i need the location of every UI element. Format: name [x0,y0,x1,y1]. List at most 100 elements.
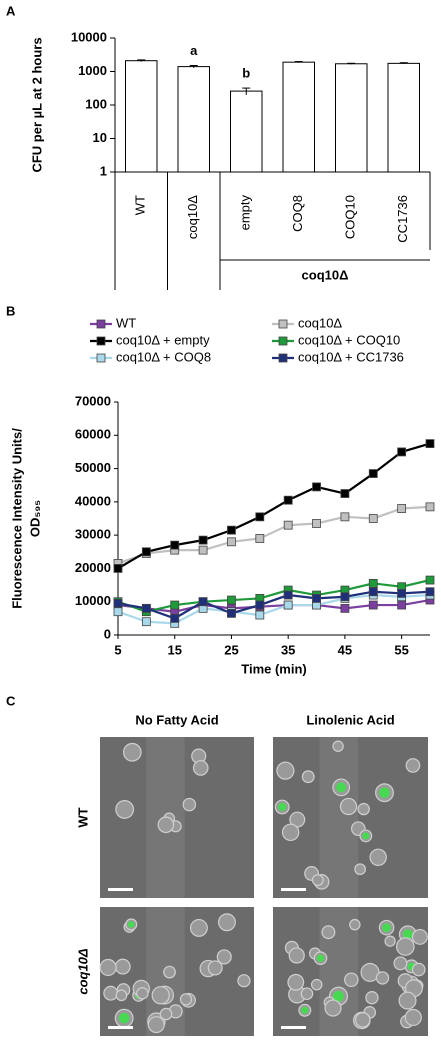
x-tick-label: 45 [338,642,352,657]
cell [405,758,421,773]
point [340,592,350,602]
cell [122,742,142,762]
panel-label: C [6,693,16,708]
cell [332,740,344,752]
cell [163,965,176,979]
cell [310,978,323,991]
row-label: coq10Δ [75,948,90,995]
y-tick-label: 40000 [75,493,111,508]
point [340,512,350,522]
point [425,587,435,597]
cell [411,962,426,977]
cell [192,760,209,776]
cell [393,956,408,971]
y-tick-label: 1000 [78,63,107,78]
bar [282,61,315,173]
cell [411,928,428,945]
scale-bar [281,888,306,891]
scale-bar [281,1026,306,1029]
series-line [117,598,431,613]
x-tick-label: 35 [281,642,295,657]
fluorescent-cell [127,921,135,928]
x-tick-label: 5 [114,642,121,657]
point [425,502,435,512]
point [113,607,123,617]
fluorescent-cell [316,954,325,962]
annotation: a [190,43,198,58]
point [312,519,321,528]
cell [281,823,300,842]
cell [276,761,295,780]
x-tick-label: WT [133,195,148,215]
point [255,610,265,620]
y-tick-label: 70000 [75,393,111,408]
point [312,593,321,603]
cell [136,987,149,1000]
y-tick-label: 100 [85,96,107,111]
x-tick-label: 25 [224,642,238,657]
column-title: Linolenic Acid [306,712,394,727]
cell [151,986,170,1005]
bar [125,60,158,173]
fluorescent-cell [336,782,347,793]
legend-marker [278,336,288,346]
legend-marker [278,353,288,363]
x-tick-label: 55 [394,642,408,657]
legend-marker [96,319,106,329]
x-tick-label: coq10Δ [185,195,200,239]
cell [365,991,379,1005]
y-tick-label: 30000 [75,527,111,542]
point [397,588,407,598]
fluorescent-cell [301,1006,309,1014]
bar [230,90,263,173]
point [397,504,407,513]
point [283,600,293,610]
fluorescent-cell [402,929,413,940]
cell [237,974,251,988]
fluorescent-cell [278,802,287,812]
y-tick-label: 0 [104,626,111,641]
cell [300,987,314,1001]
point [170,600,180,610]
cell [311,874,324,886]
cell [99,958,117,977]
x-tick-label: CC1736 [395,195,410,243]
cell [354,863,366,876]
point [198,597,208,607]
point [368,587,378,597]
point [425,575,435,585]
point [227,608,236,618]
point [368,600,378,610]
bar [387,62,420,173]
fluorescent-cell [118,1012,130,1024]
point [368,514,378,523]
x-tick-label: COQ10 [343,195,358,239]
point [425,439,435,449]
point [283,495,293,505]
y-axis-label: Fluorescence Intensity Units/ [9,428,24,609]
cell [114,958,131,975]
legend-label: coq10Δ + COQ8 [116,349,211,364]
point [113,598,123,608]
point [340,489,350,498]
legend-marker [278,319,288,329]
x-axis-label: Time (min) [241,661,307,676]
legend-label: coq10Δ + CC1736 [298,349,404,364]
cell [157,816,175,834]
x-tick-label: COQ8 [290,195,305,232]
point [368,469,378,478]
cell [349,918,361,931]
bar [335,63,368,173]
point [141,603,151,613]
point [113,564,123,573]
series-line [117,442,431,570]
cell [216,949,232,965]
cell [189,918,208,937]
cell [159,1007,173,1021]
legend-marker [96,336,106,346]
fluorescent-cell [379,787,390,798]
point [368,579,378,588]
point [198,535,208,545]
point [340,603,350,613]
panel-label: B [6,303,15,318]
